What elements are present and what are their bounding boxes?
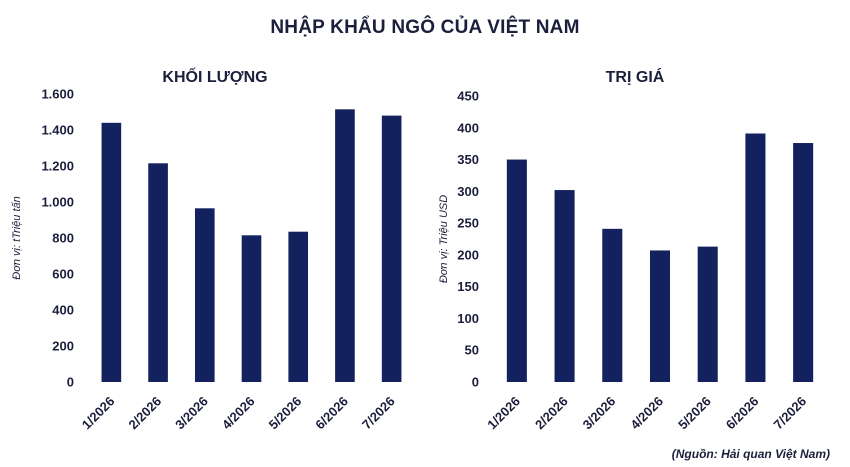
y-tick-label: 1.000	[41, 195, 74, 210]
bar	[194, 208, 215, 382]
bar	[241, 235, 262, 382]
source-note: (Nguồn: Hải quan Việt Nam)	[671, 447, 830, 461]
y-tick-label: 0	[67, 375, 74, 390]
bar	[745, 133, 766, 382]
y-tick-label: 200	[457, 247, 479, 262]
bar	[101, 122, 122, 383]
y-tick-label: 600	[52, 267, 74, 282]
bar	[148, 163, 168, 382]
x-tick-label: 3/2026	[172, 394, 211, 433]
value-chart: TRỊ GIÁ Đơn vị: Triệu USD 0 50 100 150 200 250 3…	[438, 67, 814, 433]
y-tick-label: 200	[52, 339, 74, 354]
chart-title: TRỊ GIÁ	[606, 67, 665, 86]
bar	[288, 231, 309, 382]
bar	[554, 190, 575, 382]
x-tick-label: 2/2026	[125, 394, 164, 433]
y-tick-label: 450	[457, 89, 479, 104]
y-tick-label: 50	[465, 343, 479, 358]
x-tick-label: 6/2026	[312, 394, 351, 433]
y-tick-label: 0	[472, 375, 479, 390]
y-tick-label: 400	[457, 120, 479, 135]
x-tick-label: 6/2026	[723, 394, 762, 433]
y-tick-label: 100	[457, 311, 479, 326]
x-tick-label: 1/2026	[484, 394, 523, 433]
x-tick-label: 1/2026	[79, 394, 118, 433]
y-tick-label: 1.400	[41, 123, 74, 138]
x-tick-label: 5/2026	[266, 394, 305, 433]
x-tick-label: 4/2026	[627, 394, 666, 433]
bar	[506, 159, 527, 382]
x-tick-label: 2/2026	[532, 394, 571, 433]
y-tick-label: 350	[457, 152, 479, 167]
y-tick-label: 1.200	[41, 159, 74, 174]
y-tick-label: 400	[52, 303, 74, 318]
x-tick-label: 5/2026	[675, 394, 714, 433]
x-tick-label: 7/2026	[771, 394, 810, 433]
bar	[697, 246, 718, 382]
bar	[381, 115, 402, 382]
volume-chart: KHỐI LƯỢNG Đơn vị: tTriệu tấn 0 200 400 600 80…	[11, 66, 402, 433]
y-tick-label: 250	[457, 216, 479, 231]
y-tick-label: 800	[52, 231, 74, 246]
bar	[335, 109, 355, 383]
y-tick-label: 1.600	[41, 87, 74, 102]
y-axis-label: Đơn vị: Triệu USD	[438, 195, 450, 283]
page-title: NHẬP KHẨU NGÔ CỦA VIỆT NAM	[270, 17, 580, 38]
bar	[602, 228, 623, 382]
x-tick-label: 7/2026	[359, 394, 398, 433]
y-tick-label: 150	[457, 279, 479, 294]
x-tick-label: 3/2026	[580, 394, 619, 433]
y-tick-label: 300	[457, 184, 479, 199]
y-axis-label: Đơn vị: tTriệu tấn	[11, 196, 23, 279]
bar	[793, 143, 814, 382]
chart-title: KHỐI LƯỢNG	[162, 66, 267, 86]
x-tick-label: 4/2026	[219, 394, 258, 433]
bar	[649, 250, 671, 382]
